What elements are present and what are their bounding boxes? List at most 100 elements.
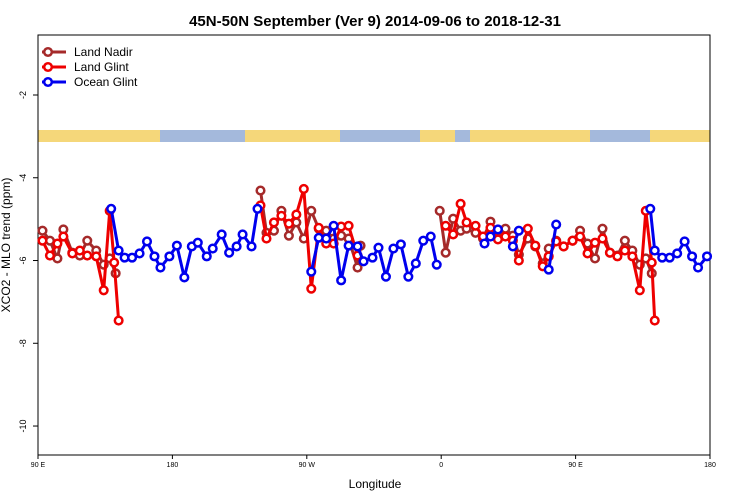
data-point — [455, 198, 466, 209]
data-point — [373, 242, 384, 253]
data-point — [179, 272, 190, 283]
data-point — [98, 285, 109, 296]
data-point — [395, 239, 406, 250]
data-point — [149, 251, 160, 262]
data-point — [612, 251, 623, 262]
legend-marker — [42, 76, 54, 88]
data-point — [558, 241, 569, 252]
data-point — [589, 237, 601, 248]
data-point — [388, 243, 399, 254]
legend-label: Land Nadir — [74, 45, 133, 59]
data-point — [246, 241, 257, 252]
data-point — [192, 237, 203, 248]
data-point — [634, 285, 645, 296]
ocean-strip — [340, 130, 420, 142]
data-point — [646, 257, 657, 268]
data-point — [597, 223, 608, 234]
data-point — [44, 250, 55, 261]
data-point — [343, 240, 354, 251]
data-point — [306, 205, 317, 216]
data-point — [418, 235, 429, 246]
data-point — [106, 203, 117, 214]
data-point — [261, 233, 272, 244]
data-point — [82, 235, 93, 246]
data-point — [582, 248, 593, 259]
data-point — [352, 241, 363, 252]
data-point — [425, 231, 436, 242]
data-point — [597, 233, 608, 244]
data-point — [336, 275, 347, 286]
data-point — [627, 251, 638, 262]
data-point — [109, 257, 120, 268]
y-tick-label: -6 — [18, 257, 28, 265]
x-tick-label: 90 E — [31, 462, 46, 469]
data-point — [321, 233, 332, 244]
data-point — [367, 252, 378, 263]
data-point — [701, 251, 713, 262]
legend-label: Land Glint — [74, 60, 129, 74]
x-axis-label: Longitude — [349, 477, 402, 491]
data-point — [306, 266, 317, 277]
data-point — [37, 235, 48, 246]
data-point — [522, 223, 533, 234]
data-point — [492, 224, 503, 235]
data-point — [358, 256, 369, 267]
data-point — [298, 183, 309, 194]
data-point — [82, 250, 93, 261]
data-point — [500, 231, 511, 242]
data-point — [604, 247, 615, 258]
y-tick-label: -4 — [18, 174, 28, 182]
y-tick-label: -2 — [18, 91, 28, 99]
x-tick-label: 180 — [704, 462, 716, 469]
data-point — [567, 235, 578, 246]
y-axis-label: XCO2 - MLO trend (ppm) — [0, 178, 13, 313]
data-point — [113, 315, 124, 326]
data-point — [679, 236, 690, 247]
data-point — [687, 251, 698, 262]
data-point — [693, 262, 704, 273]
legend-marker — [42, 46, 54, 58]
data-point — [58, 231, 69, 242]
map-strip — [38, 130, 710, 142]
data-point — [672, 248, 683, 259]
data-point — [343, 220, 354, 231]
data-point — [255, 185, 266, 196]
data-point — [645, 203, 656, 214]
data-point — [207, 243, 218, 254]
y-tick-label: -10 — [18, 420, 28, 433]
data-point — [37, 225, 48, 236]
data-point — [52, 238, 63, 249]
data-point — [141, 236, 153, 247]
data-point — [380, 271, 391, 282]
x-tick-label: 90 E — [568, 462, 583, 469]
data-point — [410, 258, 421, 269]
data-point — [619, 235, 630, 246]
data-point — [440, 220, 451, 231]
data-point — [276, 210, 287, 221]
data-point — [134, 248, 145, 259]
data-point — [127, 252, 138, 263]
chart-title: 45N-50N September (Ver 9) 2014-09-06 to … — [189, 13, 561, 30]
data-point — [155, 262, 166, 273]
data-point — [113, 245, 124, 256]
data-point — [74, 245, 85, 256]
data-point — [440, 247, 451, 258]
data-point — [448, 229, 459, 240]
data-point — [551, 219, 562, 230]
data-point — [434, 205, 445, 216]
data-point — [403, 271, 414, 282]
plot-frame — [37, 34, 711, 456]
data-point — [664, 252, 675, 263]
data-point — [201, 251, 212, 262]
ocean-strip — [160, 130, 245, 142]
data-point — [231, 241, 242, 252]
data-point — [352, 262, 363, 273]
data-point — [507, 241, 518, 252]
data-point — [543, 264, 554, 275]
data-point — [649, 245, 660, 256]
legend-marker — [42, 61, 54, 73]
x-tick-label: 0 — [439, 462, 443, 469]
x-tick-label: 90 W — [299, 462, 316, 469]
data-point — [313, 222, 324, 233]
